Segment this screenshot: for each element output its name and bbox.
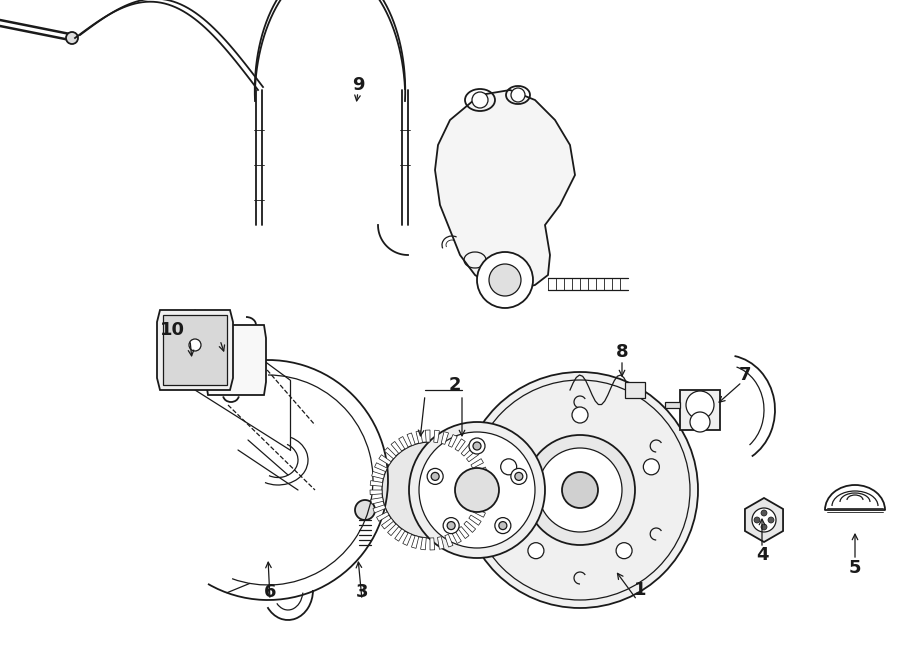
Polygon shape	[430, 538, 435, 550]
Text: 4: 4	[756, 546, 769, 564]
Circle shape	[500, 459, 517, 475]
Polygon shape	[370, 490, 382, 494]
Circle shape	[511, 88, 525, 102]
Circle shape	[495, 518, 511, 533]
Polygon shape	[478, 485, 490, 490]
Polygon shape	[477, 476, 490, 483]
Circle shape	[761, 524, 767, 530]
Polygon shape	[665, 402, 680, 408]
Polygon shape	[420, 537, 427, 550]
Circle shape	[489, 264, 521, 296]
Polygon shape	[461, 444, 472, 456]
Text: 1: 1	[634, 581, 646, 599]
Circle shape	[525, 435, 635, 545]
Circle shape	[455, 468, 499, 512]
Circle shape	[470, 380, 690, 600]
Polygon shape	[437, 537, 444, 549]
Circle shape	[511, 469, 526, 485]
Circle shape	[477, 252, 533, 308]
Polygon shape	[445, 534, 453, 547]
Polygon shape	[370, 481, 382, 486]
Text: 3: 3	[356, 583, 368, 601]
Circle shape	[768, 517, 774, 523]
Circle shape	[690, 412, 710, 432]
Circle shape	[686, 391, 714, 419]
Circle shape	[761, 510, 767, 516]
Polygon shape	[474, 467, 487, 475]
Circle shape	[528, 543, 544, 559]
Polygon shape	[448, 434, 457, 447]
Polygon shape	[458, 527, 469, 539]
Circle shape	[562, 472, 598, 508]
Text: 6: 6	[264, 583, 276, 601]
Polygon shape	[452, 531, 462, 543]
Polygon shape	[625, 382, 645, 398]
Circle shape	[469, 438, 485, 454]
Polygon shape	[477, 494, 490, 500]
Polygon shape	[382, 518, 393, 529]
Polygon shape	[476, 501, 489, 508]
Polygon shape	[399, 436, 409, 449]
Polygon shape	[157, 310, 233, 390]
Circle shape	[443, 518, 459, 533]
Polygon shape	[391, 442, 401, 453]
Polygon shape	[471, 459, 483, 468]
Polygon shape	[379, 455, 392, 465]
Polygon shape	[464, 521, 475, 532]
Polygon shape	[680, 390, 720, 430]
Text: 10: 10	[159, 321, 184, 339]
Circle shape	[66, 32, 78, 44]
Polygon shape	[411, 535, 418, 549]
Circle shape	[382, 442, 478, 538]
Polygon shape	[441, 432, 448, 444]
Polygon shape	[384, 447, 396, 459]
Circle shape	[428, 469, 443, 485]
Polygon shape	[472, 508, 485, 518]
Circle shape	[572, 407, 588, 423]
Polygon shape	[374, 463, 387, 472]
Circle shape	[538, 448, 622, 532]
Polygon shape	[403, 533, 411, 545]
Polygon shape	[373, 505, 386, 513]
Circle shape	[189, 339, 201, 351]
Circle shape	[515, 473, 523, 481]
Text: 2: 2	[449, 376, 461, 394]
Circle shape	[473, 442, 481, 450]
Polygon shape	[466, 451, 479, 462]
Polygon shape	[426, 430, 430, 442]
Text: 9: 9	[352, 76, 365, 94]
Polygon shape	[434, 430, 439, 443]
Polygon shape	[407, 433, 415, 446]
Polygon shape	[376, 512, 389, 522]
Circle shape	[419, 432, 535, 548]
Text: 7: 7	[739, 366, 752, 384]
Polygon shape	[163, 315, 227, 385]
Polygon shape	[435, 90, 575, 290]
Polygon shape	[455, 439, 465, 451]
Text: 8: 8	[616, 343, 628, 361]
Circle shape	[355, 500, 375, 520]
Circle shape	[447, 522, 455, 529]
Polygon shape	[416, 431, 422, 444]
Circle shape	[409, 422, 545, 558]
Circle shape	[754, 517, 760, 523]
Polygon shape	[206, 325, 266, 395]
Polygon shape	[371, 498, 383, 504]
Polygon shape	[372, 471, 384, 479]
Circle shape	[616, 543, 632, 559]
Polygon shape	[388, 524, 399, 535]
Circle shape	[752, 508, 776, 532]
Polygon shape	[745, 498, 783, 542]
Polygon shape	[469, 515, 482, 525]
Circle shape	[472, 92, 488, 108]
Polygon shape	[395, 529, 405, 541]
Circle shape	[499, 522, 507, 529]
Circle shape	[644, 459, 660, 475]
Circle shape	[462, 372, 698, 608]
Circle shape	[431, 473, 439, 481]
Text: 5: 5	[849, 559, 861, 577]
